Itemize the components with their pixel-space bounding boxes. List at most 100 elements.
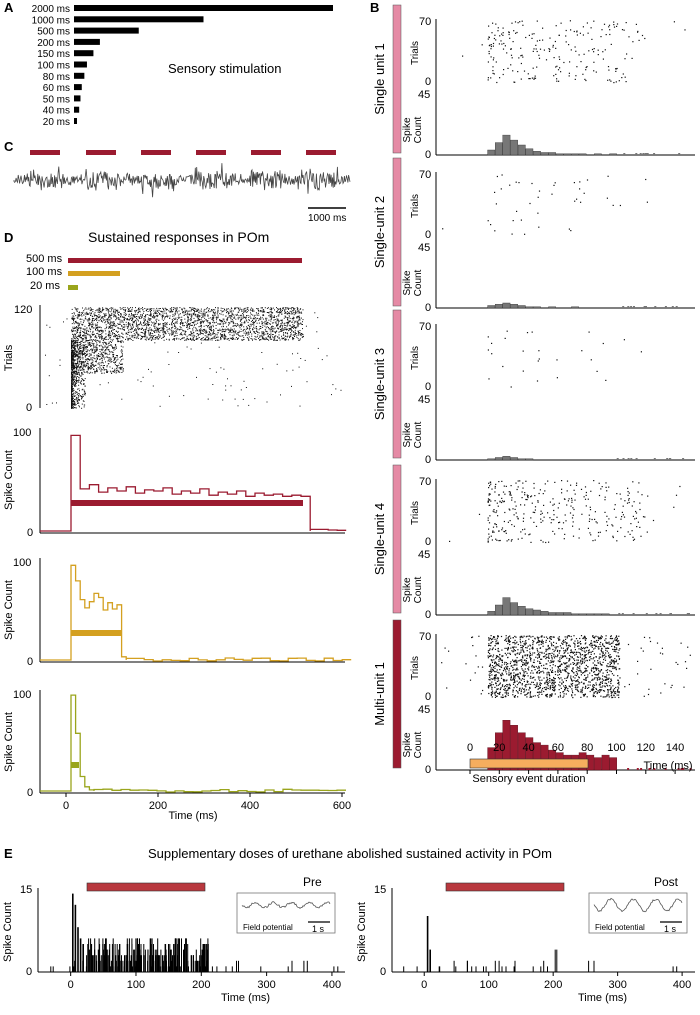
spike-dot: [109, 358, 111, 360]
panel-a-letter: A: [4, 0, 14, 15]
spike-dot: [495, 203, 497, 205]
spike-dot: [296, 323, 298, 325]
spike-dot: [144, 324, 146, 326]
spike-dot: [209, 321, 211, 323]
spike-dot: [244, 320, 246, 322]
spike-dot: [76, 331, 78, 333]
spike-dot: [611, 524, 613, 526]
spike-dot: [80, 369, 81, 371]
spike-dot: [507, 521, 509, 523]
spike-dot: [81, 315, 83, 317]
spike-dot: [266, 326, 268, 328]
spike-dot: [152, 385, 154, 387]
spike-dot: [204, 337, 206, 339]
unit-count-label: Spike: [402, 117, 413, 142]
spike-dot: [147, 319, 149, 321]
spike-dot: [613, 508, 615, 510]
spike-dot: [94, 346, 96, 348]
spike-dot: [609, 654, 611, 656]
spike-dot: [115, 334, 116, 336]
spike-dot: [129, 323, 131, 325]
spike-dot: [287, 321, 288, 323]
spike-dot: [266, 317, 268, 319]
spike-dot: [158, 319, 160, 321]
spike-dot: [195, 310, 197, 312]
spike-dot: [621, 29, 624, 31]
spike-dot: [227, 328, 229, 330]
spike-dot: [270, 334, 272, 336]
spike-dot: [597, 646, 599, 648]
spike-dot: [92, 316, 94, 317]
spike-dot: [79, 345, 81, 347]
spike-dot: [499, 77, 501, 79]
spike-dot: [615, 659, 618, 661]
spike-dot: [113, 358, 115, 360]
spike-dot: [84, 394, 86, 396]
spike-dot: [140, 314, 142, 316]
psth-bar: [487, 611, 496, 616]
psth-bar: [671, 306, 674, 308]
spike-dot: [90, 328, 92, 330]
spike-dot: [242, 335, 244, 337]
spike-dot: [197, 314, 199, 316]
spike-dot: [72, 333, 73, 335]
spike-dot: [268, 315, 270, 317]
spike-dot: [99, 329, 101, 331]
spike-dot: [229, 329, 231, 331]
spike-dot: [289, 320, 290, 322]
spike-dot: [176, 319, 178, 321]
spike-dot: [147, 330, 149, 331]
spike-dot: [258, 319, 260, 321]
spike-dot: [277, 324, 279, 326]
spike-dot: [549, 501, 551, 503]
spike-dot: [83, 345, 85, 346]
spike-dot: [252, 323, 254, 325]
spike-dot: [73, 404, 75, 406]
spike-dot: [227, 308, 229, 310]
spike-dot: [593, 51, 595, 53]
spike-dot: [89, 323, 91, 325]
spike-dot: [95, 341, 97, 342]
spike-dot: [209, 326, 211, 328]
psth-bar: [627, 306, 630, 308]
spike-dot: [96, 337, 98, 339]
spike-dot: [131, 313, 132, 315]
spike-dot: [502, 365, 504, 368]
spike-dot: [76, 378, 77, 380]
spike-dot: [535, 525, 538, 527]
spike-dot: [84, 332, 86, 334]
spike-dot: [285, 339, 286, 341]
spike-dot: [97, 309, 99, 311]
spike-dot: [133, 326, 134, 328]
spike-dot: [132, 325, 134, 327]
spike-dot: [213, 317, 215, 319]
spike-dot: [174, 335, 176, 337]
spike-dot: [92, 362, 94, 364]
spike-dot: [72, 350, 74, 352]
spike-dot: [74, 333, 76, 335]
spike-dot: [639, 526, 641, 528]
spike-dot: [115, 361, 117, 363]
spike-dot: [253, 324, 255, 326]
spike-dot: [221, 311, 223, 313]
spike-dot: [73, 380, 75, 382]
spike-dot: [79, 390, 80, 392]
spike-dot: [87, 313, 89, 315]
spike-dot: [114, 357, 116, 359]
spike-dot: [273, 339, 275, 341]
spike-dot: [95, 315, 97, 316]
spike-dot: [85, 365, 87, 366]
spike-dot: [150, 312, 152, 314]
spike-dot: [90, 371, 92, 373]
spike-dot: [597, 660, 599, 662]
spike-dot: [77, 396, 79, 398]
psth-bar: [645, 153, 648, 155]
spike-dot: [534, 506, 537, 508]
spike-dot: [553, 519, 555, 521]
spike-dot: [143, 320, 145, 322]
spike-dot: [79, 366, 81, 368]
spike-dot: [94, 350, 96, 352]
spike-dot: [229, 311, 231, 313]
spike-dot: [207, 326, 209, 328]
spike-dot: [175, 317, 177, 319]
